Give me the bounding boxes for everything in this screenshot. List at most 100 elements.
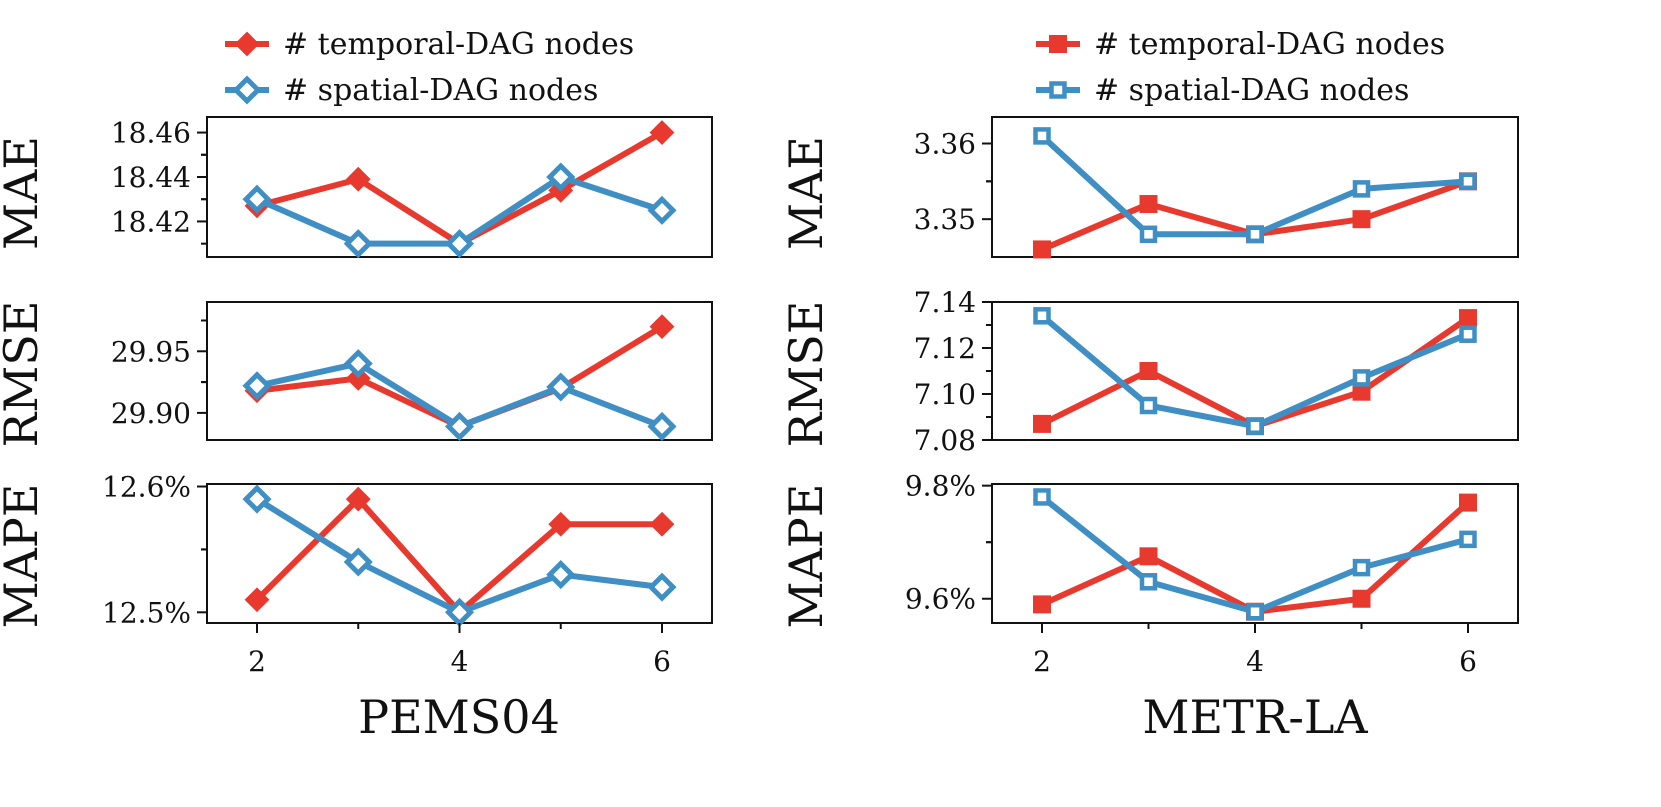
data-point: [1033, 595, 1051, 614]
legend-entry: # spatial-DAG nodes: [1036, 73, 1409, 108]
data-point: [1139, 573, 1158, 591]
data-point: [649, 511, 675, 537]
panel-mae: 18.42 18.44 18.46 MAE: [0, 116, 713, 259]
data-point: [1352, 589, 1371, 608]
data-point: [1352, 180, 1371, 198]
legend-marker: [232, 75, 262, 105]
x-tick-label: 6: [1459, 645, 1477, 678]
series-spatial: [242, 349, 677, 441]
x-tick-label: 2: [248, 645, 266, 678]
data-point: [546, 560, 576, 590]
data-point: [647, 411, 677, 441]
data-point: [649, 314, 675, 340]
y-axis-label: RMSE: [0, 301, 48, 448]
data-point: [1139, 195, 1158, 214]
y-tick-label: 7.12: [914, 332, 976, 365]
data-point: [343, 349, 373, 379]
legend-entry: # temporal-DAG nodes: [225, 27, 634, 62]
data-point: [1139, 396, 1158, 415]
series-temporal: [1033, 309, 1477, 436]
legend-label: # temporal-DAG nodes: [283, 27, 634, 62]
legend-label: # temporal-DAG nodes: [1094, 27, 1445, 62]
data-point: [1033, 307, 1051, 325]
data-point: [242, 484, 272, 514]
x-tick-label: 2: [1033, 645, 1051, 678]
y-axis-label: MAE: [779, 136, 833, 250]
y-axis-label: MAPE: [779, 484, 833, 629]
data-point: [649, 120, 675, 145]
data-point: [242, 371, 272, 401]
data-point: [1033, 127, 1051, 145]
data-point: [647, 195, 677, 225]
y-tick-label: 29.95: [111, 335, 191, 368]
panel-mae: 3.35 3.36 MAE: [779, 116, 1519, 259]
data-point: [1246, 602, 1264, 621]
legend-entry: # spatial-DAG nodes: [225, 73, 598, 108]
data-point: [1139, 547, 1158, 566]
legend-marker: [1049, 81, 1067, 99]
panel-rmse: 29.90 29.95 RMSE: [0, 301, 713, 448]
y-tick-label: 9.8%: [905, 470, 976, 503]
data-point: [345, 166, 371, 192]
data-point: [1459, 309, 1477, 328]
series-spatial: [242, 484, 677, 627]
legend-marker: [234, 31, 260, 57]
data-point: [548, 511, 574, 537]
data-point: [1459, 325, 1477, 343]
y-tick-label: 3.35: [914, 203, 976, 236]
data-point: [1459, 493, 1477, 512]
y-axis-label: MAPE: [0, 484, 48, 629]
series-spatial: [1033, 307, 1477, 435]
data-point: [1459, 530, 1477, 549]
data-point: [1139, 362, 1158, 380]
data-point: [1139, 225, 1158, 244]
y-tick-label: 18.46: [111, 117, 191, 150]
panel-mape: 9.6% 9.8% MAPE 2 4 6: [779, 470, 1519, 678]
chart-pems04: # temporal-DAG nodes # spatial-DAG nodes 1…: [0, 27, 713, 744]
data-point: [1033, 488, 1051, 506]
legend-label: # spatial-DAG nodes: [283, 73, 598, 108]
y-tick-label: 7.14: [914, 286, 976, 319]
data-point: [546, 162, 576, 192]
series-spatial: [242, 162, 677, 259]
series-line: [256, 324, 664, 430]
x-tick-label: 4: [451, 645, 469, 678]
y-tick-label: 7.08: [914, 424, 976, 457]
series-line: [254, 496, 662, 616]
data-point: [242, 184, 272, 214]
legend-label: # spatial-DAG nodes: [1094, 73, 1409, 108]
data-point: [345, 486, 371, 512]
x-axis-label: METR-LA: [1142, 690, 1368, 744]
y-axis-label: RMSE: [779, 301, 833, 448]
panel-mape: 12.5% 12.6% MAPE 2 4 6: [0, 471, 713, 678]
chart-metr-la: # temporal-DAG nodes # spatial-DAG nodes 3…: [779, 27, 1519, 744]
plot-frame: [991, 483, 1519, 624]
series-line: [1040, 313, 1470, 430]
panel-rmse: 7.08 7.10 7.12 7.14 RMSE: [779, 286, 1519, 457]
y-tick-label: 12.5%: [102, 596, 191, 629]
data-point: [444, 411, 475, 441]
x-tick-label: 6: [653, 645, 671, 678]
legend-entry: # temporal-DAG nodes: [1036, 27, 1445, 62]
data-point: [1033, 240, 1051, 259]
y-tick-label: 9.6%: [905, 583, 976, 616]
y-axis-label: MAE: [0, 136, 48, 250]
data-point: [1459, 172, 1477, 191]
y-tick-label: 3.36: [914, 127, 976, 160]
data-point: [1352, 369, 1371, 387]
x-tick-label: 4: [1246, 645, 1264, 678]
y-tick-label: 12.6%: [102, 471, 191, 504]
data-point: [343, 229, 373, 259]
plot-frame: [991, 116, 1519, 258]
series-spatial: [1033, 127, 1477, 244]
series-line: [1040, 494, 1469, 615]
data-point: [244, 587, 270, 613]
data-point: [546, 372, 576, 402]
data-point: [1352, 210, 1371, 229]
data-point: [1352, 558, 1371, 577]
data-point: [345, 365, 371, 391]
y-tick-label: 29.90: [111, 397, 191, 430]
y-tick-label: 18.44: [111, 161, 191, 194]
data-point: [444, 229, 475, 259]
